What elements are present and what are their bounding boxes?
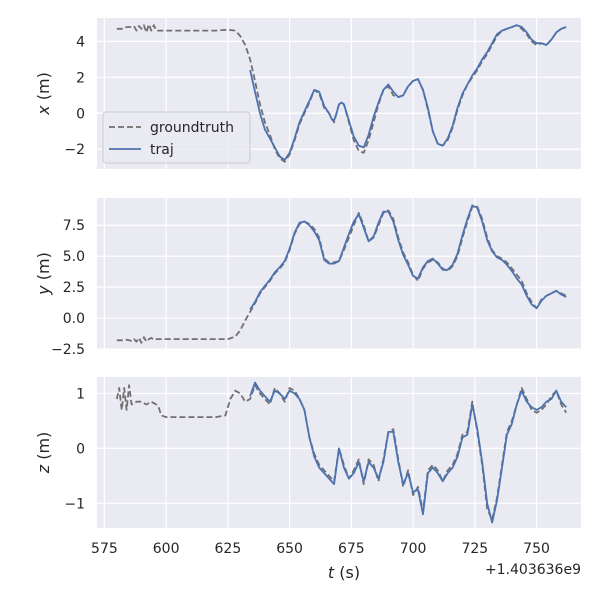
x-tick-label: 725: [461, 541, 488, 557]
x-tick-label: 700: [400, 541, 427, 557]
y-tick-label: 2.5: [63, 280, 85, 296]
y-axis-label: x (m): [34, 72, 53, 116]
x-tick-label: 625: [215, 541, 242, 557]
plot-area: [97, 198, 581, 349]
x-tick-label: 675: [338, 541, 365, 557]
y-tick-label: 2: [76, 70, 85, 86]
x-tick-label: 750: [523, 541, 550, 557]
x-tick-label: 600: [153, 541, 180, 557]
y-tick-label: 0.0: [63, 311, 85, 327]
y-tick-label: 7.5: [63, 218, 85, 234]
y-tick-label: 4: [76, 34, 85, 50]
x-offset-label: +1.403636e9: [485, 562, 581, 578]
panel-y: 7.5 5.0 2.5 0.0 −2.5 y (m): [34, 198, 581, 358]
panel-z: 1 0 −1 z (m): [34, 377, 581, 528]
legend-label-groundtruth: groundtruth: [150, 120, 234, 136]
x-axis-label: t (s): [328, 563, 360, 582]
y-tick-label: −1: [64, 496, 85, 512]
series-line-groundtruth: [116, 205, 567, 344]
y-tick-label: 0: [76, 106, 85, 122]
legend-label-traj: traj: [150, 142, 174, 158]
series-line-traj: [249, 381, 567, 524]
y-tick-label: 5.0: [63, 249, 85, 265]
series-line-traj: [249, 204, 567, 310]
legend: groundtruth traj: [102, 111, 251, 164]
y-axis-label: z (m): [34, 432, 53, 475]
y-tick-label: 0: [76, 441, 85, 457]
y-tick-label: 1: [76, 386, 85, 402]
legend-box: [102, 111, 251, 164]
x-tick-label: 650: [276, 541, 303, 557]
y-tick-label: −2.5: [51, 342, 85, 358]
x-tick-label: 575: [91, 541, 118, 557]
y-axis-label: y (m): [34, 252, 53, 296]
y-tick-label: −2: [64, 142, 85, 158]
series-line-traj: [249, 24, 567, 161]
